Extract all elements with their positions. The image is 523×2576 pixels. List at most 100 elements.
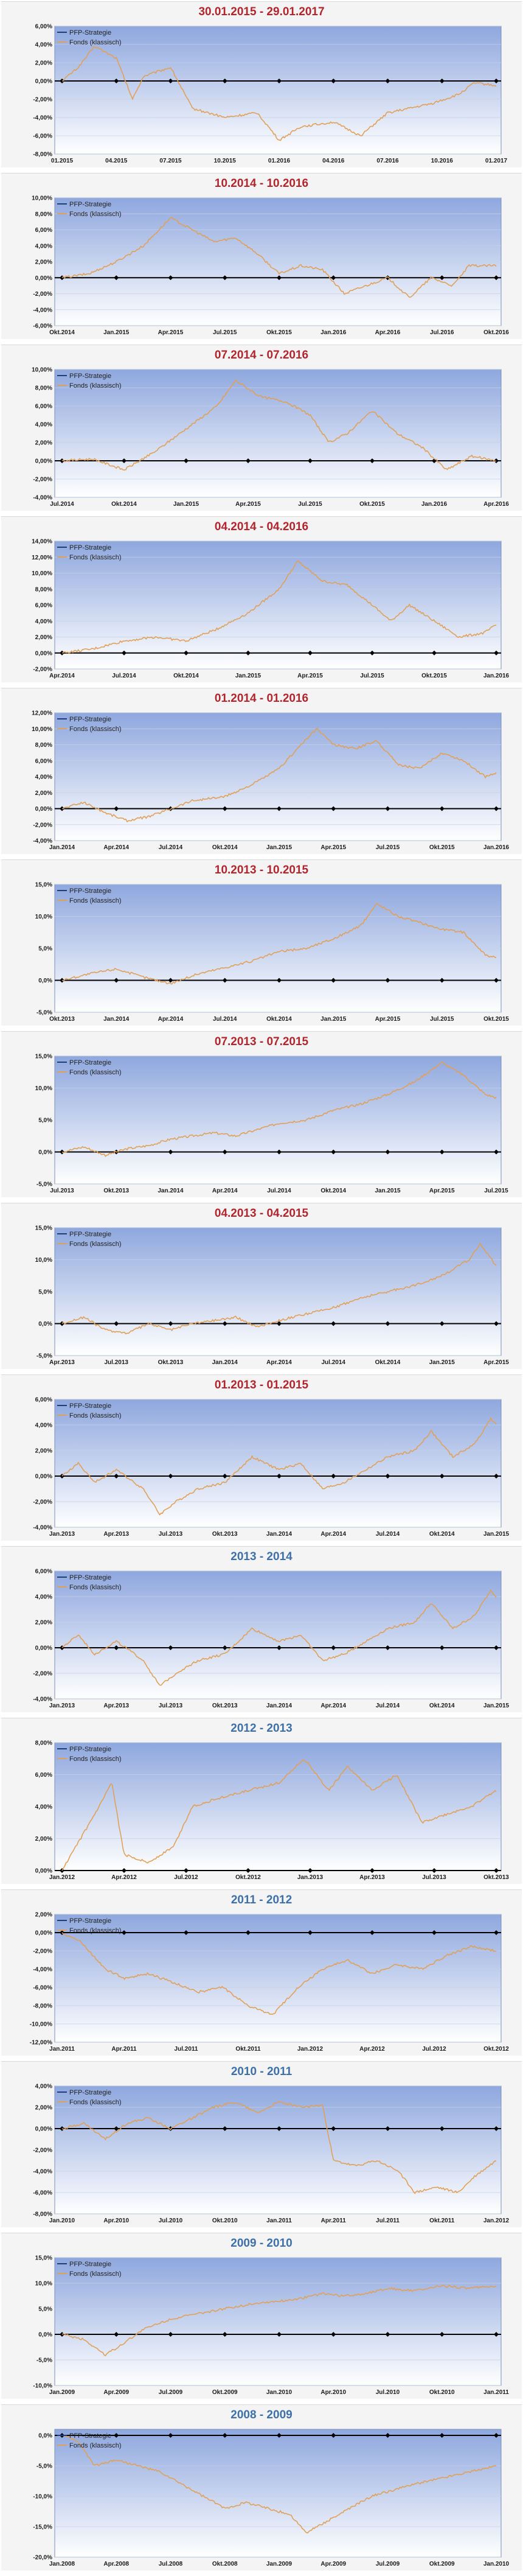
x-tick-label: Jul.2015 xyxy=(376,844,400,851)
y-tick-label: 10,0% xyxy=(35,1085,52,1092)
zero-line-marker xyxy=(168,978,173,983)
series-line-fonds xyxy=(61,2284,497,2357)
y-tick-label: 10,00% xyxy=(32,570,52,577)
x-tick-label: Jul.2008 xyxy=(159,2561,183,2567)
plot-area xyxy=(54,2429,502,2558)
x-tick-label: Jul.2014 xyxy=(50,501,74,508)
y-tick-label: 4,00% xyxy=(35,1804,52,1811)
zero-line-marker xyxy=(439,806,445,811)
zero-line-marker xyxy=(122,650,126,656)
y-tick-label: 10,0% xyxy=(35,914,52,920)
x-tick-label: Okt.2011 xyxy=(429,2217,455,2224)
y-tick-label: 2,00% xyxy=(35,1836,52,1843)
x-tick-label: Jan.2014 xyxy=(103,1016,130,1023)
legend-label-fonds: Fonds (klassisch) xyxy=(69,2442,122,2449)
x-tick-label: Apr.2008 xyxy=(103,2561,129,2567)
x-tick-label: Jan.2008 xyxy=(49,2561,75,2567)
x-tick-label: Jul.2009 xyxy=(159,2389,183,2396)
zero-line-marker xyxy=(439,2433,445,2438)
x-tick-label: Jul.2010 xyxy=(376,2389,400,2396)
x-tick-label: Jan.2015 xyxy=(235,673,262,679)
chart-panel: 04.2014 - 04.2016 -2,00% 0,00% 2,00% 4,00% 6,… xyxy=(1,516,522,682)
x-tick-label: Jul.2010 xyxy=(159,2217,183,2224)
y-tick-label: 4,00% xyxy=(35,243,52,250)
y-tick-label: 0,00% xyxy=(35,1868,52,1875)
x-tick-label: Okt.2015 xyxy=(421,673,447,679)
series-line-fonds xyxy=(61,1589,497,1686)
x-tick-label: Jan.2016 xyxy=(320,329,347,336)
legend: PFP-Strategie Fonds (klassisch) xyxy=(57,373,122,390)
chart-panel: 01.2014 - 01.2016 -4,00% -2,00% 0,00% 2,00% 4… xyxy=(1,688,522,854)
legend-label-pfp: PFP-Strategie xyxy=(69,1059,111,1066)
x-tick-label: Apr.2013 xyxy=(103,1531,129,1538)
chart-svg: -5,0% 0,0% 5,0% 10,0% 15,0% Jul.2013 Okt.2013 J… xyxy=(35,1054,509,1195)
y-tick-label: 15,0% xyxy=(35,882,52,889)
legend: PFP-Strategie Fonds (klassisch) xyxy=(57,1917,122,1934)
chart-title: 30.01.2015 - 29.01.2017 xyxy=(198,5,325,18)
y-tick-label: -20,0% xyxy=(33,2555,52,2561)
zero-line-marker xyxy=(122,1868,126,1873)
zero-line-marker xyxy=(439,2126,445,2131)
chart-svg: -5,0% 0,0% 5,0% 10,0% 15,0% Okt.2013 Jan.2014 A… xyxy=(35,882,510,1023)
x-tick-label: Jan.2012 xyxy=(49,1874,75,1881)
legend-label-fonds: Fonds (klassisch) xyxy=(69,1241,122,1248)
y-tick-label: 6,00% xyxy=(35,404,52,410)
y-tick-label: 10,00% xyxy=(32,726,52,733)
chart-panel: 04.2013 - 04.2015 -5,0% 0,0% 5,0% 10,0% 15,0%… xyxy=(1,1203,522,1369)
zero-line-marker xyxy=(494,2433,499,2438)
x-tick-label: Jul.2014 xyxy=(159,844,183,851)
y-tick-label: 15,0% xyxy=(35,1225,52,1232)
y-tick-label: 2,00% xyxy=(35,1448,52,1455)
x-tick-label: Jul.2016 xyxy=(430,329,454,336)
legend-label-pfp: PFP-Strategie xyxy=(69,544,111,551)
x-tick-label: Jul.2015 xyxy=(430,1016,454,1023)
x-tick-label: Jan.2010 xyxy=(266,2389,293,2396)
y-tick-label: -6,00% xyxy=(33,133,52,140)
plot-area xyxy=(54,369,502,498)
y-tick-label: -2,00% xyxy=(33,477,52,483)
zero-line-marker xyxy=(246,1868,251,1873)
legend-label-fonds: Fonds (klassisch) xyxy=(69,1584,122,1591)
zero-line-marker xyxy=(432,1930,437,1935)
chart-title: 2013 - 2014 xyxy=(230,1550,293,1563)
series-line-fonds xyxy=(61,217,497,298)
x-tick-label: Okt.2014 xyxy=(212,844,238,851)
x-tick-label: Jan.2013 xyxy=(297,1874,324,1881)
x-tick-label: Okt.2010 xyxy=(429,2389,455,2396)
y-tick-label: -2,00% xyxy=(33,97,52,103)
chart-svg: -4,00% -2,00% 0,00% 2,00% 4,00% 6,00% Jan.2013… xyxy=(33,1569,509,1710)
x-tick-label: Jan.2015 xyxy=(483,1531,510,1538)
x-tick-label: Apr.2015 xyxy=(297,673,323,679)
zero-line-marker xyxy=(222,2433,227,2438)
y-tick-label: 8,00% xyxy=(35,586,52,593)
y-tick-label: 10,00% xyxy=(32,367,52,374)
chart-panel: 2013 - 2014 -4,00% -2,00% 0,00% 2,00% 4,00% 6,… xyxy=(1,1546,522,1712)
y-tick-label: -12,00% xyxy=(30,2040,52,2046)
x-tick-label: Jan.2012 xyxy=(297,2046,324,2053)
zero-line-marker xyxy=(168,1321,173,1326)
x-tick-label: Jan.2015 xyxy=(266,844,293,851)
plot-area xyxy=(54,1399,502,1528)
chart-title: 01.2013 - 01.2015 xyxy=(214,1379,309,1391)
y-tick-label: -2,00% xyxy=(33,291,52,298)
y-tick-label: -4,00% xyxy=(33,1696,52,1703)
y-tick-label: 8,00% xyxy=(35,742,52,749)
series-line-fonds xyxy=(61,1242,497,1335)
legend-label-pfp: PFP-Strategie xyxy=(69,2261,111,2268)
x-tick-label: Jul.2014 xyxy=(267,1188,291,1194)
zero-line-marker xyxy=(114,1474,119,1479)
zero-line-marker xyxy=(331,1149,336,1155)
y-tick-label: 15,0% xyxy=(35,2255,52,2262)
legend-label-pfp: PFP-Strategie xyxy=(69,2089,111,2096)
zero-line-marker xyxy=(277,2332,282,2337)
y-tick-label: -5,0% xyxy=(36,1181,52,1188)
zero-line-marker xyxy=(331,978,336,983)
zero-line-marker xyxy=(370,1930,375,1935)
y-tick-label: 4,00% xyxy=(35,42,52,49)
y-tick-label: -5,0% xyxy=(36,1010,52,1017)
chart-svg: -4,00% -2,00% 0,00% 2,00% 4,00% 6,00% 8,00% 10,… xyxy=(32,710,509,852)
y-tick-label: 6,00% xyxy=(35,227,52,234)
y-tick-label: -4,00% xyxy=(33,115,52,122)
chart-panel: 07.2014 - 07.2016 -4,00% -2,00% 0,00% 2,00% 4… xyxy=(1,345,522,511)
x-tick-label: Apr.2014 xyxy=(320,1531,346,1538)
